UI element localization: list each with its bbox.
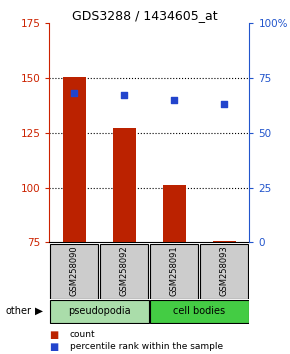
Point	[122, 93, 127, 98]
Bar	[150, 300, 249, 322]
Text: percentile rank within the sample: percentile rank within the sample	[70, 342, 223, 352]
Text: other: other	[6, 306, 32, 316]
Bar	[50, 300, 149, 322]
Bar	[150, 244, 198, 299]
Bar	[163, 185, 186, 242]
Text: cell bodies: cell bodies	[173, 306, 225, 316]
Bar	[100, 244, 148, 299]
Text: ■: ■	[49, 330, 59, 339]
Text: GSM258090: GSM258090	[70, 245, 79, 296]
Bar	[113, 129, 136, 242]
Text: pseudopodia: pseudopodia	[68, 306, 130, 316]
Bar	[200, 244, 249, 299]
Point	[172, 97, 177, 103]
Text: GDS3288 / 1434605_at: GDS3288 / 1434605_at	[72, 9, 218, 22]
Point	[222, 101, 227, 107]
Bar	[50, 244, 98, 299]
Text: GSM258093: GSM258093	[220, 245, 229, 296]
Bar	[213, 241, 236, 242]
Text: GSM258091: GSM258091	[170, 245, 179, 296]
Bar	[63, 77, 86, 242]
Point	[72, 90, 77, 96]
Text: ▶: ▶	[35, 306, 43, 316]
Text: GSM258092: GSM258092	[120, 245, 129, 296]
Text: count: count	[70, 330, 95, 339]
Text: ■: ■	[49, 342, 59, 352]
